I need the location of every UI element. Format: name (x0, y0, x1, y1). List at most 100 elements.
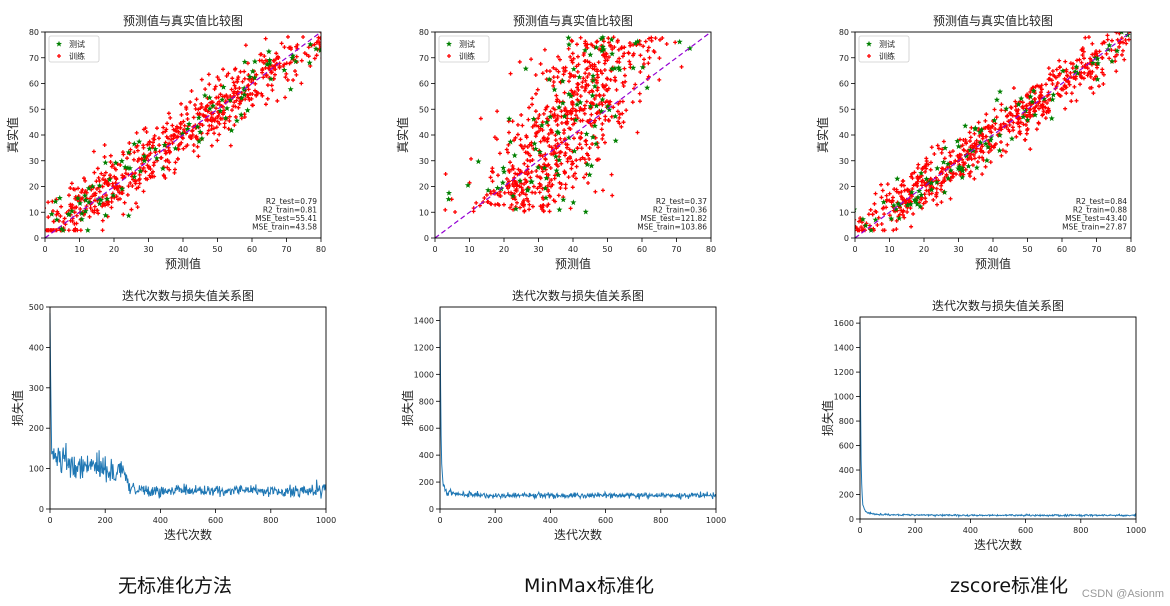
test-point (566, 41, 573, 48)
train-point (555, 164, 560, 169)
x-tick-label: 400 (963, 526, 978, 535)
train-point (924, 166, 929, 171)
y-tick-label: 800 (419, 397, 434, 406)
train-point (1032, 97, 1037, 102)
x-tick-label: 30 (953, 245, 963, 254)
train-point (273, 67, 278, 72)
train-point (102, 181, 107, 186)
train-point (587, 72, 592, 77)
train-point (314, 40, 319, 45)
train-point (513, 135, 518, 140)
train-point (576, 82, 581, 87)
train-point (545, 136, 550, 141)
test-point (888, 215, 895, 222)
train-point (637, 91, 642, 96)
test-point (553, 167, 560, 174)
train-point (125, 156, 130, 161)
test-point (251, 74, 258, 81)
train-point (570, 60, 575, 65)
train-point (633, 82, 638, 87)
train-point (899, 194, 904, 199)
legend-box (438, 35, 490, 63)
test-point (609, 50, 616, 57)
train-point (1050, 81, 1055, 86)
train-point (548, 109, 553, 114)
train-point (1066, 80, 1071, 85)
x-tick-label: 40 (178, 245, 188, 254)
train-point (627, 41, 632, 46)
train-point (264, 73, 269, 78)
train-point (232, 83, 237, 88)
train-point (148, 151, 153, 156)
train-point (1055, 81, 1060, 86)
x-axis-label: 迭代次数 (164, 527, 212, 542)
x-tick-label: 200 (98, 516, 113, 525)
train-point (175, 135, 180, 140)
x-tick-label: 400 (153, 516, 168, 525)
x-tick-label: 0 (42, 245, 47, 254)
test-point (210, 102, 217, 109)
train-point (184, 107, 189, 112)
train-point (573, 113, 578, 118)
train-point (606, 100, 611, 105)
train-point (1035, 83, 1040, 88)
test-point (137, 168, 144, 174)
test-point (917, 203, 924, 210)
train-point (188, 135, 193, 140)
train-point (314, 53, 319, 58)
train-point (939, 150, 944, 155)
train-point (868, 207, 873, 212)
train-point (1069, 99, 1074, 104)
train-point (537, 190, 542, 195)
train-point (601, 93, 606, 98)
y-tick-label: 30 (419, 157, 429, 166)
x-tick-label: 1000 (706, 516, 726, 525)
train-point (494, 137, 499, 142)
y-tick-label: 10 (29, 208, 39, 217)
train-point (513, 197, 518, 202)
test-point (1029, 98, 1036, 105)
train-point (646, 45, 651, 50)
train-point (215, 114, 220, 119)
train-point (326, 56, 330, 60)
test-point (102, 159, 109, 166)
x-tick-label: 30 (533, 245, 543, 254)
test-point (973, 164, 980, 171)
train-point (1043, 116, 1048, 121)
train-point (606, 40, 611, 45)
test-point (96, 182, 103, 189)
train-point (575, 92, 580, 97)
metric-annotation: MSE_train=103.86 (637, 223, 707, 232)
train-point (1091, 91, 1096, 96)
train-point (968, 174, 973, 179)
train-point (528, 153, 533, 158)
test-point (615, 64, 622, 71)
train-point (229, 87, 234, 92)
train-point (239, 116, 244, 121)
train-point (891, 228, 896, 233)
train-point (92, 208, 97, 213)
train-point (55, 209, 60, 214)
y-tick-label: 1400 (414, 316, 434, 325)
test-point (494, 184, 501, 191)
train-point (270, 88, 275, 93)
train-point (26, 228, 30, 232)
train-point (246, 95, 251, 100)
train-point (177, 142, 182, 147)
chart-title: 迭代次数与损失值关系图 (932, 298, 1064, 313)
y-axis-label: 真实值 (395, 117, 410, 153)
test-point (543, 119, 550, 125)
train-point (206, 128, 211, 133)
test-point (565, 134, 572, 141)
train-point (209, 115, 214, 120)
test-point (634, 38, 641, 45)
train-point (1121, 40, 1126, 45)
train-point (645, 48, 650, 53)
train-point (165, 165, 170, 170)
train-point (72, 221, 77, 226)
train-point (131, 157, 136, 162)
train-point (1079, 75, 1084, 80)
test-point (244, 107, 251, 113)
train-point (518, 205, 523, 210)
train-point (535, 174, 540, 179)
